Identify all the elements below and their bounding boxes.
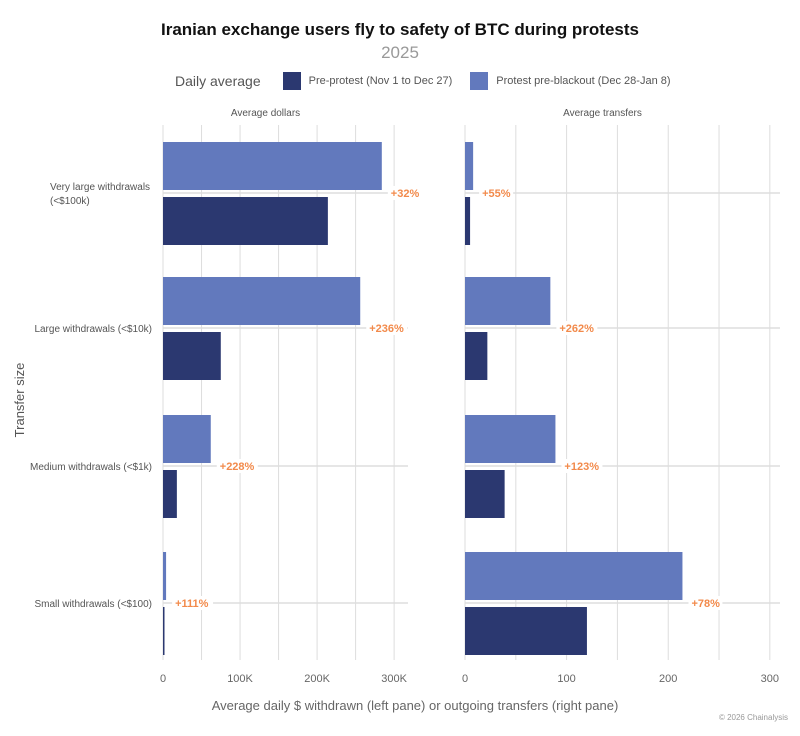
change-label-bg — [688, 596, 723, 610]
bar-protest — [465, 277, 551, 325]
category-label: Small withdrawals (<$100) — [34, 599, 152, 610]
bar-protest — [465, 142, 474, 190]
category-label: Large withdrawals (<$10k) — [34, 324, 152, 335]
bar-pre-protest — [163, 470, 177, 518]
x-tick-label: 100 — [557, 673, 575, 685]
change-label: +262% — [559, 323, 594, 335]
copyright: © 2026 Chainalysis — [718, 713, 788, 722]
x-tick-label: 100K — [227, 673, 253, 685]
change-label: +123% — [564, 461, 599, 473]
bar-protest — [163, 142, 382, 190]
bar-protest — [163, 552, 167, 600]
legend-swatch-protest — [470, 72, 489, 90]
x-tick-label: 300K — [381, 673, 407, 685]
bar-protest — [465, 552, 683, 600]
x-tick-label: 300 — [761, 673, 779, 685]
chart-subtitle: 2025 — [381, 43, 419, 62]
category-label: Very large withdrawals — [50, 182, 150, 193]
pane-title: Average dollars — [231, 108, 300, 119]
change-label-bg — [556, 321, 598, 335]
change-label: +228% — [220, 461, 255, 473]
change-label: +32% — [391, 188, 420, 200]
bar-pre-protest — [465, 332, 488, 380]
legend-swatch-pre — [282, 72, 301, 90]
legend-label-protest: Protest pre-blackout (Dec 28-Jan 8) — [496, 75, 671, 87]
change-label: +78% — [691, 598, 720, 610]
x-axis-label: Average daily $ withdrawn (left pane) or… — [212, 698, 619, 713]
change-label-bg — [216, 459, 258, 473]
legend: Daily average Pre-protest (Nov 1 to Dec … — [175, 72, 689, 90]
legend-title: Daily average — [175, 73, 261, 89]
bar-pre-protest — [465, 470, 505, 518]
category-label: (<$100k) — [50, 196, 90, 207]
change-label-bg — [172, 596, 214, 610]
pane-title: Average transfers — [563, 108, 642, 119]
bar-pre-protest — [163, 197, 328, 245]
change-label: +55% — [482, 188, 511, 200]
chart-title: Iranian exchange users fly to safety of … — [161, 20, 639, 39]
bar-pre-protest — [465, 197, 471, 245]
bar-protest — [465, 415, 556, 463]
x-tick-label: 200 — [659, 673, 677, 685]
x-tick-label: 200K — [304, 673, 330, 685]
x-tick-label: 0 — [160, 673, 166, 685]
category-label: Medium withdrawals (<$1k) — [30, 462, 152, 473]
change-label-bg — [366, 321, 408, 335]
change-label: +111% — [175, 598, 209, 610]
bar-pre-protest — [465, 607, 587, 655]
x-tick-label: 0 — [462, 673, 468, 685]
legend-item-protest: Protest pre-blackout (Dec 28-Jan 8) — [470, 72, 671, 90]
change-label-bg — [561, 459, 603, 473]
legend-item-pre: Pre-protest (Nov 1 to Dec 27) — [282, 72, 453, 90]
bar-pre-protest — [163, 332, 221, 380]
y-axis-label: Transfer size — [12, 363, 27, 438]
bar-protest — [163, 277, 361, 325]
change-label-bg — [387, 186, 422, 200]
legend-label-pre: Pre-protest (Nov 1 to Dec 27) — [308, 75, 453, 87]
change-label-bg — [479, 186, 514, 200]
bar-pre-protest — [163, 607, 165, 655]
change-label: +236% — [369, 323, 404, 335]
bar-protest — [163, 415, 211, 463]
